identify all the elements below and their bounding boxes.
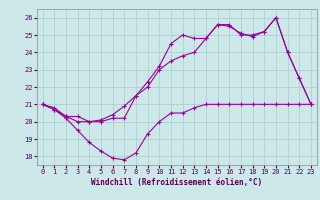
X-axis label: Windchill (Refroidissement éolien,°C): Windchill (Refroidissement éolien,°C)	[91, 178, 262, 187]
